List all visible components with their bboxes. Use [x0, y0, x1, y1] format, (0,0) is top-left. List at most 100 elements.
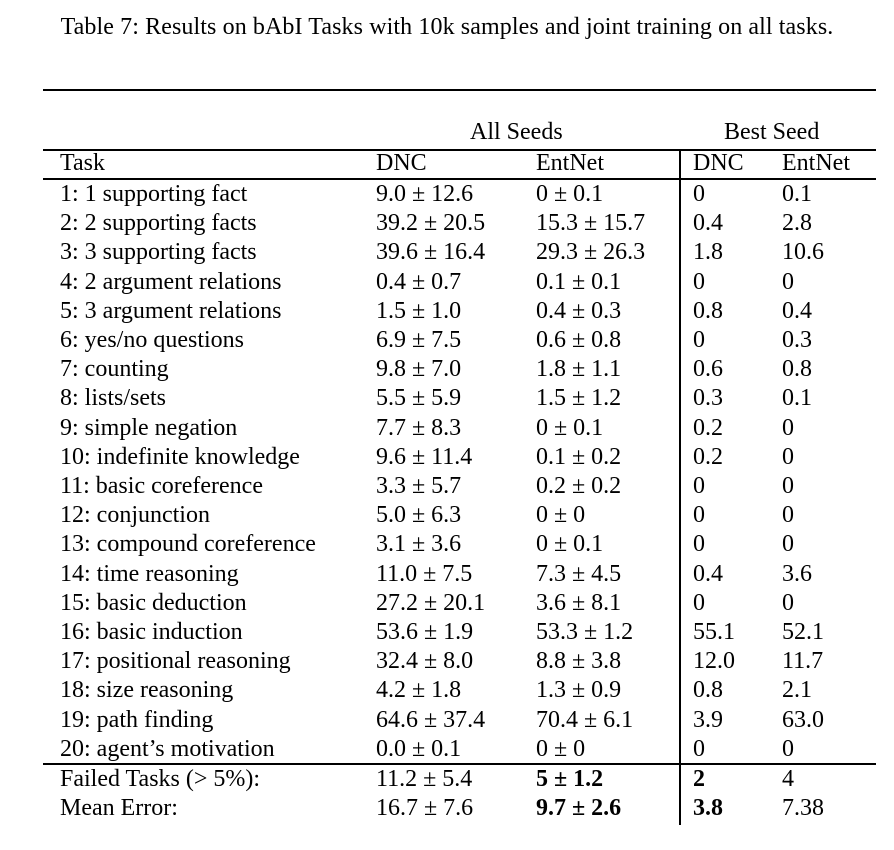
cell-entnet-all: 1.3 ± 0.9 — [536, 677, 622, 704]
column-header-dnc-all: DNC — [376, 150, 427, 176]
cell-dnc-all: 39.6 ± 16.4 — [376, 239, 486, 266]
cell-dnc-best: 0.4 — [693, 560, 723, 587]
group-header-all-seeds: All Seeds — [470, 119, 563, 145]
cell-entnet-all: 70.4 ± 6.1 — [536, 706, 634, 733]
summary-cell-dnc-all: 11.2 ± 5.4 — [376, 766, 473, 792]
cell-entnet-all: 0.1 ± 0.2 — [536, 443, 622, 470]
cell-entnet-all: 29.3 ± 26.3 — [536, 239, 646, 266]
cell-task: 4: 2 argument relations — [60, 268, 282, 295]
cell-dnc-best: 0.4 — [693, 210, 723, 237]
top-rule — [43, 89, 876, 91]
cell-dnc-all: 1.5 ± 1.0 — [376, 297, 462, 324]
summary-cell-task: Mean Error: — [60, 795, 178, 821]
summary-cell-dnc-best: 3.8 — [693, 795, 723, 821]
cell-entnet-best: 0 — [782, 589, 794, 616]
cell-entnet-best: 0 — [782, 268, 794, 295]
cell-entnet-all: 1.8 ± 1.1 — [536, 356, 622, 383]
cell-entnet-best: 63.0 — [782, 706, 824, 733]
cell-dnc-best: 0.2 — [693, 414, 723, 441]
cell-entnet-all: 0 ± 0 — [536, 735, 586, 762]
cell-entnet-all: 0.1 ± 0.1 — [536, 268, 622, 295]
cell-dnc-all: 3.3 ± 5.7 — [376, 473, 462, 499]
cell-task: 8: lists/sets — [60, 385, 167, 412]
cell-entnet-best: 0.8 — [782, 356, 812, 383]
cell-task: 19: path finding — [60, 706, 214, 733]
cell-entnet-best: 52.1 — [782, 619, 824, 645]
cell-entnet-best: 0 — [782, 735, 794, 762]
cell-entnet-best: 3.6 — [782, 560, 812, 587]
cell-dnc-best: 0 — [693, 531, 705, 558]
cell-dnc-all: 9.0 ± 12.6 — [376, 181, 474, 207]
cell-entnet-all: 15.3 ± 15.7 — [536, 210, 646, 237]
cell-dnc-all: 32.4 ± 8.0 — [376, 648, 474, 675]
cell-task: 3: 3 supporting facts — [60, 239, 257, 266]
cell-task: 20: agent’s motivation — [60, 735, 275, 762]
cell-task: 16: basic induction — [60, 619, 243, 645]
cell-task: 12: conjunction — [60, 502, 210, 529]
cell-entnet-best: 0.1 — [782, 385, 812, 412]
cell-entnet-best: 0.4 — [782, 297, 812, 324]
cell-entnet-best: 0.3 — [782, 327, 812, 353]
cell-task: 1: 1 supporting fact — [60, 181, 248, 207]
cell-task: 11: basic coreference — [60, 473, 263, 499]
cell-entnet-all: 0 ± 0.1 — [536, 414, 604, 441]
cell-dnc-best: 0.8 — [693, 297, 723, 324]
cell-task: 7: counting — [60, 356, 169, 383]
cell-entnet-all: 7.3 ± 4.5 — [536, 560, 622, 587]
cell-dnc-all: 53.6 ± 1.9 — [376, 619, 474, 645]
cell-dnc-best: 0 — [693, 268, 705, 295]
cell-task: 14: time reasoning — [60, 560, 239, 587]
cell-dnc-all: 5.5 ± 5.9 — [376, 385, 462, 412]
group-header-best-seed: Best Seed — [724, 119, 820, 145]
cell-entnet-best: 0 — [782, 502, 794, 529]
cell-entnet-best: 0 — [782, 531, 794, 558]
cell-entnet-all: 53.3 ± 1.2 — [536, 619, 634, 645]
cell-dnc-all: 6.9 ± 7.5 — [376, 327, 462, 353]
column-header-entnet-all: EntNet — [536, 150, 604, 176]
cell-task: 6: yes/no questions — [60, 327, 244, 353]
cell-dnc-best: 1.8 — [693, 239, 723, 266]
summary-cell-entnet-best: 4 — [782, 766, 794, 792]
cell-dnc-best: 0 — [693, 502, 705, 529]
cell-dnc-best: 55.1 — [693, 619, 735, 645]
column-header-task: Task — [60, 150, 105, 176]
column-header-dnc-best: DNC — [693, 150, 744, 176]
cell-task: 17: positional reasoning — [60, 648, 291, 675]
cell-dnc-best: 0 — [693, 327, 705, 353]
cell-entnet-all: 0 ± 0.1 — [536, 181, 604, 207]
cell-entnet-all: 0 ± 0 — [536, 502, 586, 529]
cell-task: 9: simple negation — [60, 414, 238, 441]
column-header-entnet-best: EntNet — [782, 150, 850, 176]
cell-entnet-best: 2.8 — [782, 210, 812, 237]
cell-dnc-all: 5.0 ± 6.3 — [376, 502, 462, 529]
summary-cell-entnet-all: 5 ± 1.2 — [536, 766, 604, 792]
cell-dnc-all: 9.6 ± 11.4 — [376, 443, 473, 470]
summary-cell-entnet-all: 9.7 ± 2.6 — [536, 795, 622, 821]
cell-dnc-all: 7.7 ± 8.3 — [376, 414, 462, 441]
column-divider — [679, 149, 681, 825]
cell-dnc-all: 4.2 ± 1.8 — [376, 677, 462, 704]
header-bottom-rule — [43, 178, 876, 180]
header-rule — [43, 149, 876, 151]
cell-dnc-all: 0.4 ± 0.7 — [376, 268, 462, 295]
cell-entnet-all: 8.8 ± 3.8 — [536, 648, 622, 675]
cell-entnet-best: 0.1 — [782, 181, 812, 207]
cell-entnet-all: 0 ± 0.1 — [536, 531, 604, 558]
cell-dnc-best: 0 — [693, 473, 705, 499]
cell-entnet-best: 2.1 — [782, 677, 812, 704]
cell-dnc-best: 0.8 — [693, 677, 723, 704]
cell-entnet-all: 1.5 ± 1.2 — [536, 385, 622, 412]
cell-dnc-all: 11.0 ± 7.5 — [376, 560, 473, 587]
cell-entnet-all: 0.6 ± 0.8 — [536, 327, 622, 353]
cell-entnet-best: 0 — [782, 414, 794, 441]
cell-dnc-best: 3.9 — [693, 706, 723, 733]
cell-dnc-all: 9.8 ± 7.0 — [376, 356, 462, 383]
cell-dnc-best: 0 — [693, 589, 705, 616]
summary-rule — [43, 763, 876, 765]
cell-dnc-best: 0 — [693, 735, 705, 762]
summary-cell-task: Failed Tasks (> 5%): — [60, 766, 261, 792]
cell-dnc-all: 0.0 ± 0.1 — [376, 735, 462, 762]
cell-task: 18: size reasoning — [60, 677, 234, 704]
cell-dnc-all: 39.2 ± 20.5 — [376, 210, 486, 237]
cell-entnet-all: 3.6 ± 8.1 — [536, 589, 622, 616]
